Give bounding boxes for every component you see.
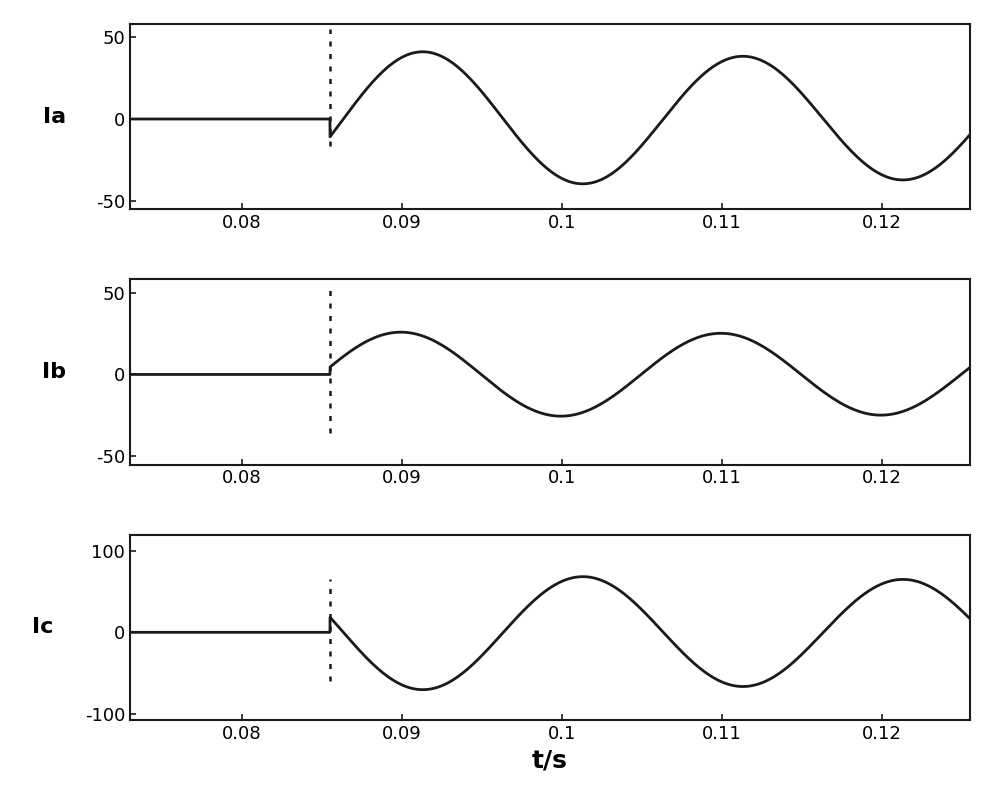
Y-axis label: Ic: Ic	[32, 618, 54, 638]
Y-axis label: Ia: Ia	[43, 106, 66, 126]
X-axis label: t/s: t/s	[532, 749, 568, 773]
Y-axis label: Ib: Ib	[42, 362, 66, 382]
